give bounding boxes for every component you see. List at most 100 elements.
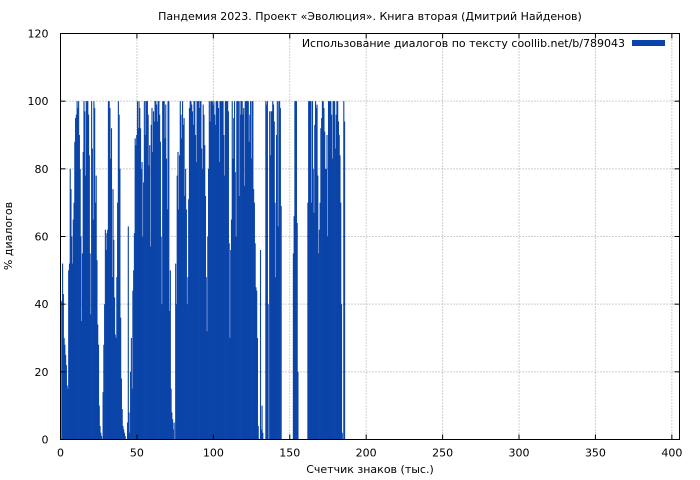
bar (274, 202, 276, 440)
bar (182, 124, 184, 440)
bar (188, 107, 190, 440)
bar (249, 114, 251, 440)
bar (111, 277, 113, 440)
bar (120, 378, 122, 440)
bar (339, 155, 341, 440)
bar (191, 104, 193, 440)
bar (314, 101, 317, 440)
bar (223, 135, 225, 440)
x-tick-label: 350 (585, 447, 606, 460)
bar (177, 151, 179, 440)
bar (110, 158, 112, 440)
bar (265, 101, 267, 440)
bar (127, 226, 129, 440)
bar (279, 107, 281, 440)
bar (329, 101, 331, 440)
bar (95, 175, 97, 440)
bar (133, 233, 135, 440)
bar (238, 195, 240, 440)
bar (138, 101, 140, 440)
bar (187, 277, 189, 440)
bar (280, 206, 282, 440)
bar (250, 158, 252, 440)
bar (200, 101, 202, 440)
bar (159, 141, 161, 440)
bar (191, 111, 194, 440)
bar (75, 118, 77, 440)
bar (197, 101, 199, 440)
bar (254, 243, 256, 440)
bar (172, 419, 174, 440)
bar (148, 165, 150, 440)
bar (246, 101, 249, 440)
bar (182, 101, 184, 440)
bar (256, 338, 259, 440)
bar (321, 118, 323, 440)
bar (121, 409, 123, 440)
bar (150, 124, 152, 440)
bar (255, 287, 257, 440)
bar (135, 145, 137, 440)
bar (212, 104, 214, 440)
bar (309, 101, 311, 440)
bar (99, 425, 101, 440)
bar (216, 101, 218, 440)
x-tick-label: 300 (509, 447, 530, 460)
bar (317, 175, 319, 440)
bar (160, 236, 162, 440)
bar (87, 101, 89, 440)
x-tick-label: 100 (203, 447, 224, 460)
bar (90, 314, 92, 440)
bar (82, 151, 84, 440)
bar (252, 101, 254, 440)
bar (122, 425, 124, 440)
bar (166, 209, 168, 440)
bar (93, 101, 95, 440)
bar (235, 236, 237, 440)
chart-title: Пандемия 2023. Проект «Эволюция». Книга … (158, 10, 582, 23)
bar (242, 114, 244, 440)
bar (234, 172, 236, 440)
bar (316, 104, 318, 440)
bar (331, 158, 333, 440)
bar (315, 107, 317, 440)
bar (201, 148, 203, 440)
bar (152, 111, 155, 440)
bar (68, 270, 70, 440)
bar (228, 243, 230, 440)
bar (194, 101, 196, 440)
y-tick-label: 20 (35, 366, 49, 379)
bar (324, 131, 326, 440)
bar (233, 101, 236, 440)
bar (86, 101, 88, 440)
bar (193, 101, 195, 440)
bar (190, 101, 192, 440)
bar (109, 107, 111, 440)
bar (295, 101, 297, 440)
bar (184, 195, 186, 440)
bar (322, 101, 324, 440)
bar (195, 162, 197, 440)
bar (340, 202, 342, 440)
bar (154, 101, 156, 440)
bar (84, 111, 86, 440)
bar (183, 118, 185, 440)
bar (308, 101, 310, 440)
bar (202, 104, 204, 440)
bar (120, 317, 122, 440)
bar (175, 304, 178, 440)
bar (337, 101, 339, 440)
bar (157, 101, 159, 440)
bar (119, 168, 121, 440)
bar (220, 101, 222, 440)
bar (185, 209, 187, 440)
bar (147, 114, 149, 440)
bar (156, 104, 158, 440)
bar (161, 304, 163, 440)
bar (236, 101, 238, 440)
bar (232, 158, 234, 440)
bar (312, 168, 314, 440)
bar (243, 185, 246, 440)
bar (272, 104, 275, 440)
